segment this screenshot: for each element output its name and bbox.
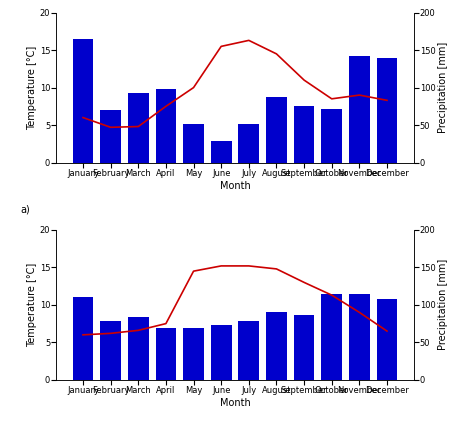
- Bar: [266, 97, 287, 162]
- Bar: [183, 328, 204, 380]
- Y-axis label: Precipitation [mm]: Precipitation [mm]: [439, 259, 448, 351]
- X-axis label: Month: Month: [219, 398, 251, 408]
- Text: a): a): [21, 205, 31, 214]
- Bar: [211, 141, 232, 162]
- Y-axis label: Temperature [°C]: Temperature [°C]: [27, 46, 37, 130]
- Bar: [349, 56, 370, 162]
- Bar: [100, 322, 121, 380]
- Bar: [183, 124, 204, 162]
- Bar: [156, 328, 176, 380]
- Bar: [100, 110, 121, 162]
- Bar: [294, 315, 314, 380]
- Y-axis label: Precipitation [mm]: Precipitation [mm]: [439, 42, 448, 133]
- Y-axis label: Temperature [°C]: Temperature [°C]: [27, 263, 37, 347]
- Bar: [321, 295, 342, 380]
- Bar: [211, 325, 232, 380]
- Bar: [238, 124, 259, 162]
- Bar: [128, 317, 149, 380]
- Bar: [321, 108, 342, 162]
- Bar: [349, 295, 370, 380]
- X-axis label: Month: Month: [219, 181, 251, 191]
- Bar: [238, 321, 259, 380]
- Bar: [376, 58, 397, 162]
- Bar: [73, 39, 94, 162]
- Bar: [156, 89, 176, 162]
- Bar: [73, 298, 94, 380]
- Bar: [376, 299, 397, 380]
- Bar: [294, 106, 314, 162]
- Bar: [128, 93, 149, 162]
- Bar: [266, 312, 287, 380]
